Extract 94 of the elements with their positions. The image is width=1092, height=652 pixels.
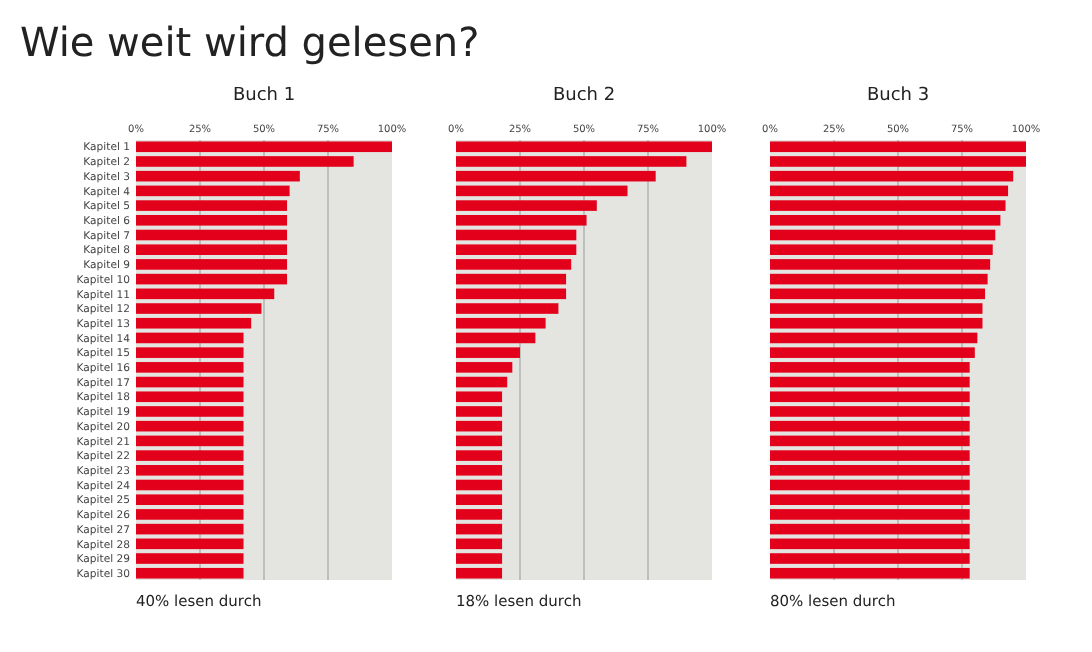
bar (770, 303, 983, 314)
bar (456, 170, 656, 182)
bar (770, 376, 970, 388)
bar (456, 465, 503, 476)
bar (456, 406, 503, 417)
chart-subtitle: Buch 3 (866, 86, 930, 106)
bar (456, 494, 503, 505)
bar (456, 259, 572, 270)
bar (770, 523, 970, 535)
bar (136, 347, 244, 358)
bar (136, 420, 244, 432)
bar (456, 141, 712, 153)
bar (770, 479, 970, 491)
bar (456, 362, 513, 373)
bar (136, 435, 244, 447)
bar (770, 288, 986, 300)
bar (456, 215, 587, 226)
bar (456, 244, 577, 255)
bar (456, 273, 567, 285)
chart-subtitle: Buch 2 (552, 86, 616, 106)
bar (136, 523, 244, 535)
bar (456, 288, 567, 300)
bar (456, 200, 597, 211)
bar (136, 200, 288, 211)
bar (770, 170, 1014, 182)
bar (456, 479, 503, 491)
bar (136, 567, 244, 579)
bar (136, 362, 244, 373)
bar (136, 553, 244, 564)
bar (770, 391, 970, 403)
bar (456, 229, 577, 241)
bar (456, 317, 546, 329)
bar (770, 553, 970, 564)
bar (770, 244, 993, 255)
bar (770, 259, 991, 270)
bar (136, 509, 244, 520)
bar (770, 509, 970, 520)
bar (456, 538, 503, 550)
bar (136, 185, 290, 197)
bar (136, 156, 354, 167)
bar (770, 465, 970, 476)
bar (770, 273, 988, 285)
bar (456, 303, 559, 314)
bar (136, 244, 288, 255)
bar (770, 538, 970, 550)
bar (136, 391, 244, 403)
bar (770, 406, 970, 417)
bar (136, 450, 244, 461)
bar (770, 567, 970, 579)
bar (456, 185, 628, 197)
bar (770, 494, 970, 505)
bar (770, 435, 970, 447)
bar (456, 420, 503, 432)
bar (136, 141, 392, 153)
bar (456, 347, 520, 358)
bar (456, 553, 503, 564)
bar (456, 391, 503, 403)
bar (136, 332, 244, 344)
bar (770, 200, 1006, 211)
bar (456, 567, 503, 579)
bar (770, 347, 975, 358)
bar (136, 376, 244, 388)
bar (456, 435, 503, 447)
bar (770, 215, 1001, 226)
bar (136, 273, 288, 285)
bar (770, 141, 1026, 153)
bar (770, 229, 996, 241)
bar (136, 494, 244, 505)
bar (136, 538, 244, 550)
bar (136, 406, 244, 417)
bar (456, 376, 508, 388)
bar (456, 332, 536, 344)
bar (136, 229, 288, 241)
bar (136, 465, 244, 476)
bar (770, 317, 983, 329)
bar (136, 215, 288, 226)
bar (456, 523, 503, 535)
bar (136, 317, 252, 329)
bar (456, 156, 687, 167)
chart-title: Wie weit wird gelesen? (20, 18, 480, 66)
bar (770, 362, 970, 373)
bar (136, 259, 288, 270)
bar (456, 450, 503, 461)
bar (770, 450, 970, 461)
bar (136, 170, 300, 182)
bar (770, 185, 1009, 197)
chart-subtitle: Buch 1 (232, 86, 296, 106)
bar (770, 420, 970, 432)
bar (770, 332, 978, 344)
bar (136, 303, 262, 314)
bar (456, 509, 503, 520)
bar (770, 156, 1026, 167)
bar (136, 479, 244, 491)
bar (136, 288, 275, 300)
